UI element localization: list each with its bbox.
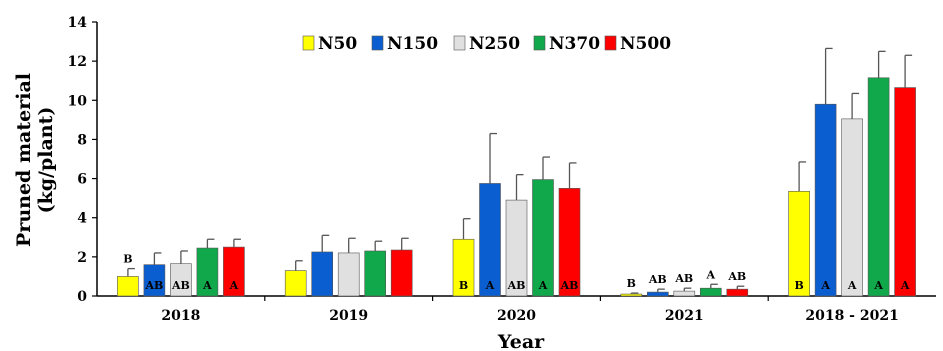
y-tick-label: 4 (77, 211, 87, 227)
bar (726, 288, 749, 297)
significance-letter: A (847, 279, 857, 292)
significance-letter: AB (560, 279, 579, 292)
y-tick-label: 8 (77, 132, 87, 148)
legend-label: N50 (318, 34, 357, 54)
significance-letter: AB (727, 270, 746, 283)
x-axis-title: Year (497, 331, 545, 351)
legend-swatch (604, 35, 617, 51)
significance-letter: A (538, 279, 548, 292)
bar (284, 270, 307, 297)
significance-letter: AB (171, 279, 190, 292)
significance-letter: AB (507, 279, 526, 292)
legend-swatch (302, 35, 315, 51)
bar (364, 250, 387, 297)
bar (841, 118, 863, 297)
axes: 0 2 4 6 8 10 12 14 2018 2019 2020 2021 2018 - 2021 (68, 15, 936, 324)
x-tick-label: 2018 (161, 308, 200, 324)
significance-letter: A (900, 279, 910, 292)
x-tick-label: 2019 (329, 308, 368, 324)
legend-swatch (371, 35, 384, 51)
bars: BAB AB A A B A AB A AB B AB AB A ABB A A A A (117, 47, 916, 297)
y-tick-label: 14 (68, 15, 88, 31)
significance-letter: AB (648, 273, 667, 286)
significance-letter: B (459, 279, 468, 292)
significance-letter: A (873, 279, 883, 292)
bar (699, 287, 722, 297)
legend-label: N500 (620, 34, 671, 54)
significance-letter: B (794, 279, 803, 292)
bar (311, 251, 334, 297)
y-tick-label: 0 (77, 289, 87, 305)
x-tick-label: 2021 (665, 308, 704, 324)
bar (673, 290, 696, 297)
significance-letter: A (706, 268, 716, 281)
y-axis-title-line-2: (kg/plant) (35, 107, 57, 214)
significance-letter: A (202, 279, 212, 292)
bar (646, 291, 669, 297)
significance-letter: AB (144, 279, 163, 292)
legend-label: N370 (549, 34, 600, 54)
y-axis-title-line-1: Pruned material (13, 73, 35, 247)
significance-letter: A (820, 279, 830, 292)
x-tick-label: 2020 (497, 308, 536, 324)
significance-letter: B (123, 253, 132, 266)
legend-label: N250 (469, 34, 520, 54)
bar (814, 103, 837, 297)
bar (620, 293, 643, 297)
significance-letter: AB (674, 272, 693, 285)
y-tick-label: 12 (68, 54, 87, 70)
legend: N50 N150 N250 N370 N500 (302, 34, 671, 54)
legend-swatch (453, 35, 466, 51)
significance-letter: A (229, 279, 239, 292)
significance-letter: A (485, 279, 495, 292)
y-tick-label: 2 (77, 250, 87, 266)
y-axis-title: Pruned material (kg/plant) (13, 73, 57, 247)
y-tick-label: 10 (68, 93, 88, 109)
legend-swatch (533, 35, 546, 51)
bar (117, 276, 139, 297)
bar (337, 252, 360, 297)
y-tick-label: 6 (77, 172, 87, 188)
bar (894, 87, 916, 297)
bar (867, 77, 890, 297)
significance-letter: B (627, 277, 636, 290)
x-tick-label: 2018 - 2021 (805, 308, 899, 324)
legend-label: N150 (387, 34, 438, 54)
bar (390, 249, 413, 297)
